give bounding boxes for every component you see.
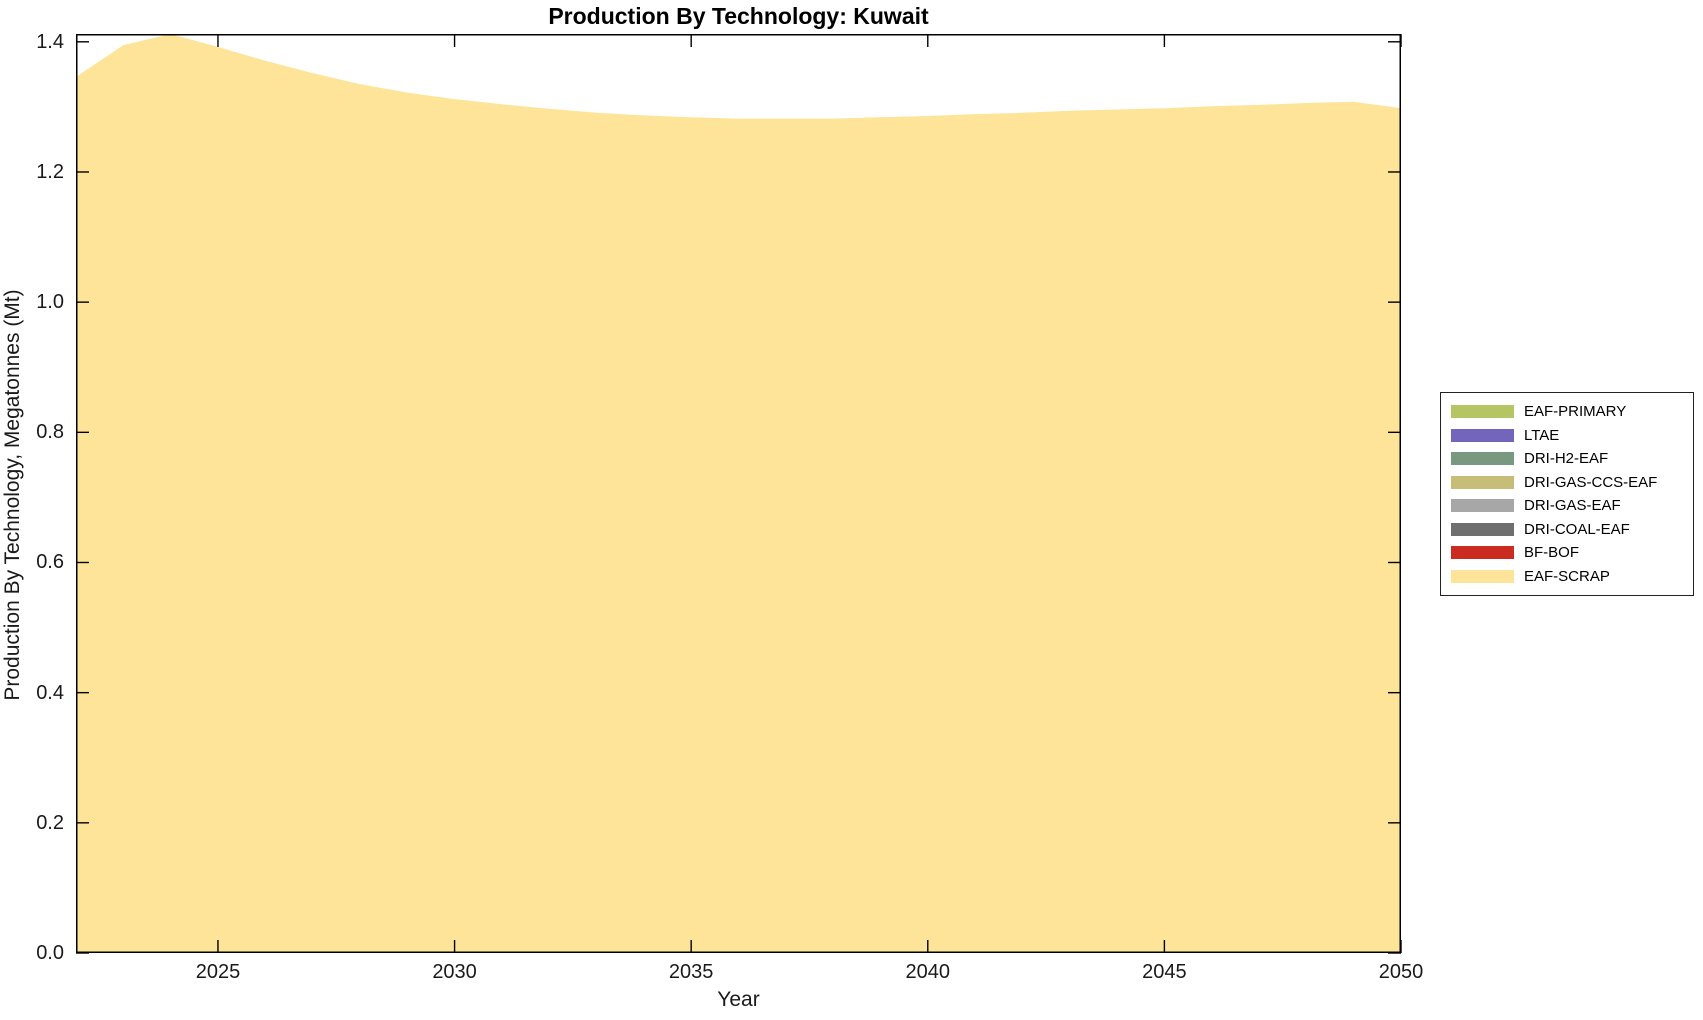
y-tick-label: 0.8 [36,421,64,444]
legend-label: DRI-H2-EAF [1524,450,1609,468]
area-series-eaf-scrap [76,34,1401,953]
y-tick-label: 0.4 [36,681,64,704]
legend-item-dri-gas-ccs-eaf: DRI-GAS-CCS-EAF [1451,475,1693,490]
y-tick-label: 0.6 [36,551,64,574]
legend-item-eaf-primary: EAF-PRIMARY [1451,404,1693,419]
legend-item-dri-coal-eaf: DRI-COAL-EAF [1451,522,1693,537]
y-tick-label: 0.0 [36,942,64,964]
legend-label: BF-BOF [1524,544,1579,562]
legend-swatch-icon [1451,452,1514,466]
legend-label: LTAE [1524,426,1560,444]
legend-item-bf-bof: BF-BOF [1451,545,1693,560]
legend-label: EAF-SCRAP [1524,567,1610,585]
legend: EAF-PRIMARY LTAE DRI-H2-EAF DRI-GAS-CCS-EAF… [1440,392,1694,596]
legend-swatch-icon [1451,499,1514,513]
x-axis-label: Year [717,988,760,1011]
legend-swatch-icon [1451,428,1514,442]
legend-swatch-icon [1451,475,1514,489]
chart-title: Production By Technology: Kuwait [548,3,929,29]
x-tick-label: 2035 [668,961,714,983]
x-tick-label: 2025 [195,961,241,983]
legend-label: EAF-PRIMARY [1524,403,1627,421]
axis-box [76,34,1401,953]
x-tick-label: 2050 [1378,961,1424,983]
legend-swatch-icon [1451,405,1514,419]
legend-label: DRI-GAS-EAF [1524,497,1621,515]
x-tick-label: 2045 [1142,961,1187,983]
y-tick-label: 1.4 [36,30,64,53]
legend-swatch-icon [1451,546,1514,560]
legend-item-eaf-scrap: EAF-SCRAP [1451,569,1693,584]
legend-swatch-icon [1451,569,1514,583]
legend-item-dri-h2-eaf: DRI-H2-EAF [1451,451,1693,466]
x-tick-label: 2040 [905,961,951,983]
legend-label: DRI-COAL-EAF [1524,520,1630,538]
y-axis-label: Production By Technology, Megatonnes (Mt… [1,289,24,701]
y-tick-label: 0.2 [36,811,64,834]
y-tick-label: 1.0 [36,291,64,314]
legend-item-dri-gas-eaf: DRI-GAS-EAF [1451,498,1693,513]
legend-swatch-icon [1451,522,1514,536]
plot-area [76,34,1402,954]
legend-item-ltae: LTAE [1451,428,1693,443]
x-tick-label: 2030 [432,961,477,983]
y-tick-label: 1.2 [36,160,64,183]
legend-label: DRI-GAS-CCS-EAF [1524,473,1658,491]
